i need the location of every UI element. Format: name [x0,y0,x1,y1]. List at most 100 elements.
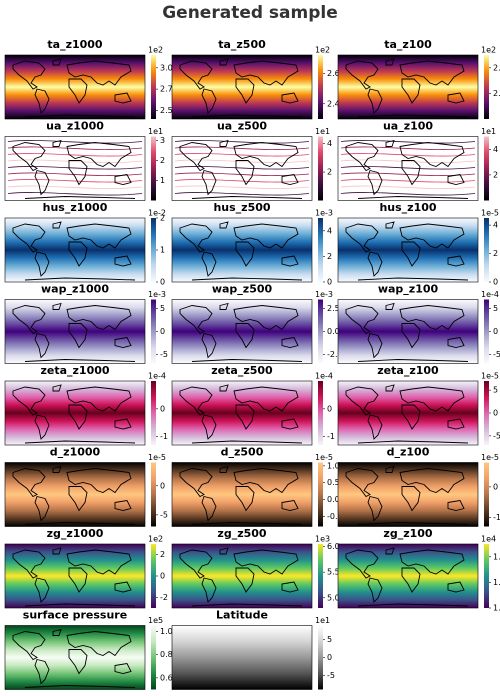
streamline [340,159,476,163]
panel-title: Latitude [216,609,268,622]
colorbar-tick-label: 3.00 [160,63,178,72]
panel-title: zg_z500 [217,527,266,540]
map [4,217,146,283]
colorbar-tick-label: 5 [160,304,165,313]
colorbar-scale: 1e-4 [481,290,499,299]
colorbar [318,381,323,445]
panel-title: d_z1000 [50,446,101,459]
panel-title: hus_z1000 [43,201,108,214]
colorbar [484,381,489,445]
map [4,462,146,527]
colorbar-scale: 1e2 [481,46,496,55]
panel-title: ua_z1000 [46,120,104,133]
colorbar-scale: 1e1 [315,616,330,625]
streamline [7,140,143,144]
panel-title: ua_z500 [217,120,267,133]
figure-title: Generated sample [162,3,338,23]
colorbar [484,55,489,119]
colorbar-scale: 1e-5 [481,372,499,381]
panel-title: wap_z100 [378,283,439,296]
panel-title: zeta_z1000 [40,364,109,377]
streamline [7,185,143,189]
colorbar-tick-label: 1.0 [160,627,173,636]
colorbar-tick-label: 2 [493,249,498,258]
colorbar-tick-label: 6.0 [327,542,340,551]
colorbar-tick-label: -1 [493,513,500,522]
map [4,299,146,364]
colorbar-tick-label: -1 [160,432,168,441]
colorbar-scale: 1e-3 [315,290,333,299]
colorbar-tick-label: 2 [160,156,165,165]
streamline [340,192,476,196]
streamline [174,179,310,183]
streamline [174,159,310,163]
colorbar-scale: 1e-4 [315,372,333,381]
map [337,54,479,120]
colorbar [151,462,156,527]
map [337,543,479,609]
colorbar [484,218,489,282]
panel-title: surface pressure [23,609,127,622]
colorbar-tick-label: 0 [493,409,498,418]
streamline [7,192,143,196]
colorbar-tick-label: -5 [493,350,500,359]
map [4,625,146,690]
panel-title: ta_z1000 [47,38,103,51]
streamline [174,140,310,144]
colorbar-tick-label: -5 [493,431,500,440]
colorbar-tick-label: 0.6 [160,673,173,682]
colorbar-tick-label: 1.5 [493,604,500,613]
streamline [340,140,476,144]
panel-title: ta_z100 [384,38,432,51]
colorbar-tick-label: -5 [327,671,335,680]
colorbar [151,136,156,201]
colorbar [318,136,323,201]
colorbar-tick-label: 1.6 [493,578,500,587]
map [4,380,146,446]
colorbar-tick-label: 5 [493,386,498,395]
colorbar [484,136,489,201]
map [337,299,479,364]
colorbar [151,55,156,119]
colorbar-tick-label: -0.5 [327,512,343,521]
colorbar [318,462,323,527]
streamline [340,185,476,189]
streamline [340,172,476,176]
streamline [340,166,476,170]
map [171,462,313,527]
colorbar [318,625,323,690]
streamline [340,146,476,150]
colorbar [484,462,489,527]
map [171,54,313,120]
colorbar-tick-label: 2 [160,550,165,559]
streamline [174,146,310,150]
colorbar-tick-label: 0 [493,327,498,336]
colorbar-tick-label: 2.5 [327,304,340,313]
colorbar-scale: 1e-5 [481,453,499,462]
colorbar-tick-label: 4 [327,139,332,148]
colorbar-scale: 1e-5 [148,453,166,462]
colorbar [318,544,323,608]
colorbar-scale: 1e3 [315,535,330,544]
panel-title: zg_z100 [383,527,432,540]
colorbar [484,544,489,608]
colorbar-tick-label: 2 [493,170,498,179]
colorbar-scale: 1e5 [148,616,163,625]
panel-title: zeta_z100 [377,364,439,377]
panel-title: hus_z500 [213,201,270,214]
colorbar [151,218,156,282]
colorbar-tick-label: 2 [160,214,165,223]
colorbar-tick-label: 2 [327,252,332,261]
colorbar-tick-label: 0.5 [327,478,340,487]
colorbar-tick-label: 0 [493,278,498,287]
colorbar-tick-label: 2.1 [493,89,500,98]
colorbar-scale: 1e-4 [148,372,166,381]
colorbar-tick-label: 0 [160,572,165,581]
colorbar-scale: 1e2 [148,535,163,544]
colorbar-tick-label: -5 [160,510,168,519]
colorbar [318,218,323,282]
colorbar-tick-label: 0 [493,482,498,491]
colorbar-tick-label: 5.0 [327,593,340,602]
colorbar-scale: 1e-3 [148,290,166,299]
